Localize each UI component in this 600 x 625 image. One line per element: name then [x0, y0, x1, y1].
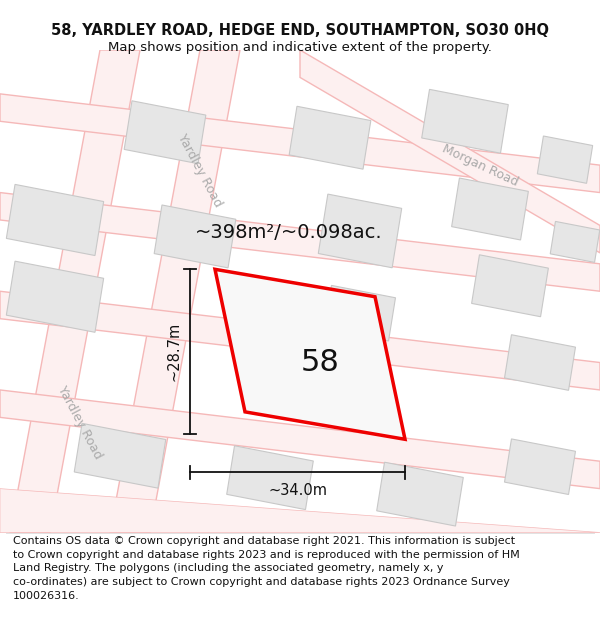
Polygon shape — [154, 205, 236, 268]
Polygon shape — [289, 106, 371, 169]
Polygon shape — [241, 331, 359, 416]
Text: Morgan Road: Morgan Road — [440, 142, 520, 189]
Polygon shape — [74, 423, 166, 488]
Polygon shape — [227, 446, 313, 509]
Polygon shape — [110, 50, 240, 532]
Text: ~28.7m: ~28.7m — [167, 322, 182, 381]
Polygon shape — [10, 50, 140, 532]
Text: 58: 58 — [301, 348, 340, 377]
Polygon shape — [7, 184, 104, 256]
Polygon shape — [318, 194, 402, 268]
Text: Yardley Road: Yardley Road — [175, 132, 224, 209]
Polygon shape — [300, 50, 600, 253]
Polygon shape — [377, 462, 463, 526]
Text: Contains OS data © Crown copyright and database right 2021. This information is : Contains OS data © Crown copyright and d… — [13, 536, 520, 601]
Polygon shape — [325, 286, 395, 341]
Text: Map shows position and indicative extent of the property.: Map shows position and indicative extent… — [108, 41, 492, 54]
Polygon shape — [422, 89, 508, 153]
Polygon shape — [0, 489, 600, 532]
Polygon shape — [452, 178, 529, 240]
Polygon shape — [0, 192, 600, 291]
Polygon shape — [505, 439, 575, 494]
Polygon shape — [550, 221, 600, 262]
Polygon shape — [7, 261, 104, 332]
Polygon shape — [0, 291, 600, 390]
Polygon shape — [0, 390, 600, 489]
Text: ~34.0m: ~34.0m — [268, 483, 327, 498]
Text: Yardley Road: Yardley Road — [55, 384, 104, 461]
Text: 58, YARDLEY ROAD, HEDGE END, SOUTHAMPTON, SO30 0HQ: 58, YARDLEY ROAD, HEDGE END, SOUTHAMPTON… — [51, 23, 549, 38]
Polygon shape — [124, 101, 206, 164]
Polygon shape — [505, 335, 575, 391]
Polygon shape — [538, 136, 593, 183]
Polygon shape — [215, 269, 405, 439]
Text: ~398m²/~0.098ac.: ~398m²/~0.098ac. — [195, 223, 383, 242]
Polygon shape — [472, 255, 548, 317]
Polygon shape — [0, 94, 600, 192]
